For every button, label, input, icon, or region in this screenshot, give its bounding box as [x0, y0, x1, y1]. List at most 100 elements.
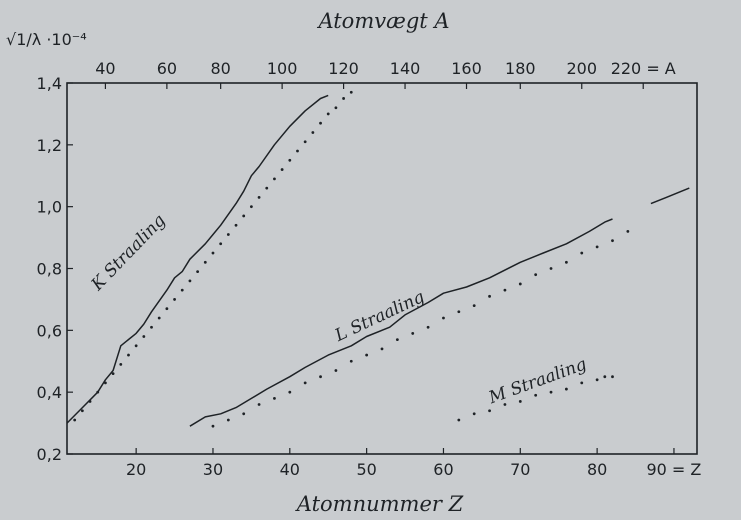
series-1-point-32	[319, 121, 322, 125]
series-1-point-19	[219, 242, 223, 246]
series-3-point-9	[349, 359, 353, 363]
series-1-point-10	[150, 325, 153, 329]
series-3-point-11	[380, 347, 384, 351]
series-3-point-20	[518, 282, 522, 286]
top-tick-label-3: 100	[267, 59, 298, 78]
series-3-point-5	[288, 390, 292, 394]
series-3-point-1	[226, 418, 230, 422]
series-5-point-9	[595, 378, 599, 382]
y-tick-label-5: 1,2	[37, 136, 62, 155]
series-3-point-27	[626, 230, 630, 233]
y-tick-label-4: 1,0	[37, 198, 62, 217]
y-axis-label: √1/λ ·10⁻⁴	[6, 30, 87, 49]
series-1-point-36	[349, 90, 353, 94]
top-tick-label-5: 140	[390, 59, 421, 78]
series-5-point-11	[611, 375, 614, 379]
chart-marks: 20 30 40 50 60 70 80 90 = Z 0,2 0,4 0,6 0,8 1,0 1,2 1,…	[37, 59, 702, 479]
series-1-point-6	[119, 362, 123, 366]
series-5-point-5	[534, 393, 538, 397]
series-1-point-18	[211, 251, 215, 255]
series-1-point-27	[280, 168, 284, 171]
series-3-point-13	[411, 332, 415, 335]
series-3-point-14	[426, 325, 430, 329]
series-line-0	[66, 94, 329, 424]
series-line-2	[189, 218, 613, 427]
series-1-point-20	[226, 233, 230, 236]
series-1-point-8	[134, 344, 138, 348]
series-5-point-4	[518, 400, 522, 403]
top-tick-label-7: 180	[505, 59, 536, 78]
series-3-point-2	[242, 412, 246, 416]
series-1-point-31	[311, 131, 315, 134]
series-1-point-22	[242, 214, 246, 218]
x-tick-label-7: 90 = Z	[646, 460, 701, 479]
annotation-0: K Straaling	[87, 210, 170, 295]
series-1-point-17	[203, 260, 207, 264]
x-tick-label-0: 20	[126, 460, 146, 479]
top-tick-label-9: 220 = A	[611, 59, 676, 78]
series-1-point-7	[127, 353, 130, 357]
series-3-point-21	[534, 273, 538, 277]
top-tick-label-6: 160	[451, 59, 482, 78]
series-3-point-18	[488, 294, 491, 298]
series-5-point-8	[580, 381, 584, 385]
series-3-point-0	[211, 424, 215, 428]
series-3-point-26	[611, 239, 614, 243]
series-1-point-25	[265, 186, 269, 190]
series-3-point-3	[257, 403, 261, 406]
series-1-point-16	[196, 270, 200, 273]
series-1-point-35	[342, 97, 345, 100]
top-tick-label-8: 200	[566, 59, 597, 78]
series-1-point-3	[96, 390, 100, 394]
series-1-point-30	[303, 140, 307, 144]
plot-frame	[66, 82, 698, 455]
y-tick-label-0: 0,2	[37, 445, 62, 464]
series-5-point-1	[472, 412, 476, 416]
series-5-point-0	[457, 418, 461, 422]
series-1-point-11	[157, 316, 161, 320]
chart-title: Atomvægt A	[316, 9, 449, 33]
series-3-point-6	[303, 381, 307, 385]
series-1-point-29	[296, 149, 299, 153]
series-1-point-14	[180, 288, 184, 292]
series-1-point-26	[273, 177, 276, 181]
series-1-point-2	[88, 400, 92, 403]
series-3-point-10	[365, 353, 369, 357]
series-1-point-1	[80, 409, 84, 413]
series-3-point-25	[595, 245, 599, 249]
series-line-4	[650, 187, 690, 205]
series-1-point-28	[288, 158, 292, 162]
series-5-point-6	[549, 390, 553, 394]
series-3-point-15	[442, 316, 445, 320]
x-tick-label-5: 70	[510, 460, 530, 479]
series-3-point-8	[334, 369, 338, 372]
series-1-point-5	[111, 372, 115, 376]
series-5-point-10	[603, 375, 607, 379]
series-1-point-23	[249, 205, 253, 209]
series-1-point-33	[326, 112, 330, 116]
series-1-point-34	[334, 106, 338, 110]
series-3-point-22	[549, 267, 553, 270]
x-tick-label-6: 80	[587, 460, 607, 479]
series-5-point-2	[488, 409, 491, 413]
series-1-point-24	[257, 195, 261, 199]
series-1-point-21	[234, 223, 238, 227]
series-3-point-12	[395, 338, 399, 342]
y-tick-label-1: 0,4	[37, 383, 62, 402]
series-3-point-23	[564, 260, 568, 264]
top-tick-label-0: 40	[95, 59, 115, 78]
y-tick-label-2: 0,6	[37, 321, 62, 340]
top-tick-label-4: 120	[328, 59, 359, 78]
series-5-point-7	[564, 387, 568, 391]
x-tick-label-1: 30	[203, 460, 223, 479]
series-1-point-13	[173, 298, 176, 301]
series-1-point-4	[104, 381, 107, 385]
x-tick-label-2: 40	[280, 460, 300, 479]
series-1-point-12	[165, 307, 169, 311]
x-tick-label-3: 50	[356, 460, 376, 479]
x-tick-label-4: 60	[433, 460, 453, 479]
series-1-point-0	[73, 418, 77, 422]
series-3-point-4	[273, 396, 276, 400]
